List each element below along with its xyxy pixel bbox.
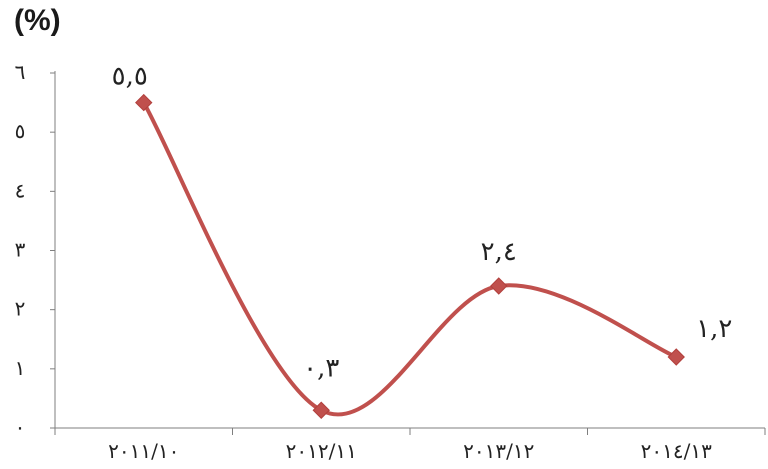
x-tick-label: ٢٠١٢/١١ [286, 439, 357, 463]
series-line [142, 101, 677, 417]
data-label: ٢,٤ [481, 237, 517, 267]
y-axis-unit-label: (%) [14, 4, 61, 37]
data-label: ٥,٥ [112, 62, 148, 92]
y-tick-label: ١ [15, 356, 26, 380]
data-label: ٠,٣ [303, 353, 339, 383]
y-tick-label: ٦ [15, 60, 26, 84]
axes [50, 71, 766, 435]
data-point-marker [135, 93, 153, 112]
series-lines [142, 101, 677, 417]
x-tick-label: ٢٠١٣/١٢ [463, 439, 534, 463]
series-markers [135, 93, 685, 419]
y-tick-labels: ٠ ١ ٢ ٣ ٤ ٥ ٦ [15, 60, 26, 439]
y-tick-label: ٠ [15, 415, 26, 439]
data-point-marker [667, 348, 685, 366]
data-label: ١,٢ [696, 314, 732, 344]
y-tick-label: ٣ [15, 238, 26, 262]
y-tick-label: ٥ [15, 119, 26, 143]
data-labels: ٥,٥ ٠,٣ ٢,٤ ١,٢ [112, 62, 733, 384]
y-tick-label: ٢ [15, 297, 26, 321]
x-tick-label: ٢٠١٤/١٣ [641, 439, 712, 463]
data-point-marker [490, 277, 508, 295]
y-tick-label: ٤ [15, 178, 26, 202]
x-tick-labels: ٢٠١١/١٠ ٢٠١٢/١١ ٢٠١٣/١٢ ٢٠١٤/١٣ [108, 439, 712, 463]
data-point-marker [312, 401, 330, 419]
x-tick-label: ٢٠١١/١٠ [108, 439, 179, 463]
